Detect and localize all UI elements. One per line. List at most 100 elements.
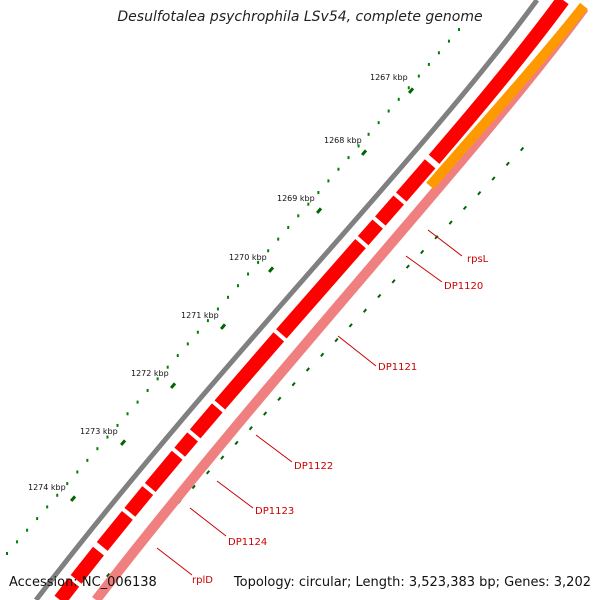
- ruler-tick-label: 1268 kbp: [324, 136, 362, 145]
- ruler-minor-tick: [317, 191, 320, 195]
- ruler-minor-tick: [126, 412, 129, 416]
- ruler-minor-tick: [397, 97, 400, 101]
- inner-tick: [377, 293, 382, 299]
- ruler-tick-label: 1271 kbp: [181, 311, 219, 320]
- ruler-major-tick: [316, 207, 323, 214]
- ruler-minor-tick: [287, 225, 290, 229]
- ruler-minor-tick: [267, 249, 270, 253]
- topology-info: Topology: circular; Length: 3,523,383 bp…: [233, 575, 591, 590]
- ruler-minor-tick: [367, 132, 370, 136]
- gene-label: DP1124: [228, 537, 267, 548]
- ruler-minor-tick: [116, 423, 119, 427]
- ruler-minor-tick: [86, 458, 89, 462]
- ruler-major-tick: [268, 266, 275, 273]
- gene-label: DP1123: [255, 506, 294, 517]
- gene-leader-line: [427, 229, 463, 257]
- ruler-minor-tick: [257, 260, 260, 264]
- inner-tick: [405, 264, 410, 269]
- gene-leader-line: [337, 335, 377, 367]
- inner-tick: [191, 484, 196, 490]
- ruler-tick-label: 1270 kbp: [229, 253, 267, 262]
- inner-tick: [305, 367, 310, 372]
- inner-tick: [277, 396, 282, 402]
- ruler-minor-tick: [237, 284, 240, 288]
- backbone-line: [34, 0, 540, 600]
- accession-label: Accession:: [9, 575, 78, 590]
- ruler-major-tick: [120, 439, 127, 446]
- gene-label: rplD: [192, 575, 213, 586]
- inner-tick: [320, 352, 325, 357]
- inner-tick: [291, 381, 296, 387]
- ruler-major-tick: [69, 495, 77, 502]
- ruler-tick-label: 1274 kbp: [28, 483, 66, 492]
- forward-strand-track: [54, 0, 569, 600]
- ruler-minor-tick: [196, 330, 199, 334]
- gene-label: rpsL: [467, 254, 489, 265]
- ruler-tick-label: 1269 kbp: [277, 194, 315, 203]
- ruler-minor-tick: [337, 167, 340, 171]
- inner-tick: [334, 337, 339, 343]
- ruler-major-tick: [361, 149, 368, 156]
- inner-tick: [448, 220, 453, 225]
- tick-labels: 1267 kbp 1268 kbp 1269 kbp 1270 kbp 1271 kbp…: [28, 73, 408, 492]
- inner-tick: [248, 426, 253, 431]
- ruler-minor-tick: [96, 447, 99, 451]
- ruler-minor-tick: [447, 39, 450, 43]
- ruler-minor-tick: [106, 435, 109, 439]
- ruler-minor-tick: [166, 365, 169, 369]
- ruler-minor-tick: [6, 552, 8, 555]
- ruler-minor-tick: [176, 354, 179, 358]
- gene-leader-line: [216, 480, 254, 509]
- inner-tick: [462, 205, 467, 211]
- ruler-minor-tick: [226, 295, 229, 299]
- accession-value: NC_006138: [81, 575, 157, 590]
- inner-tick: [348, 323, 353, 328]
- ruler-minor-tick: [36, 517, 39, 521]
- ruler-minor-tick: [458, 28, 460, 31]
- ruler-minor-tick: [277, 237, 280, 241]
- ruler-minor-tick: [146, 388, 149, 392]
- map-title: Desulfotalea psychrophila LSv54, complet…: [117, 9, 483, 25]
- gene-labels: rpsL DP1120 DP1121 DP1122 DP1123 DP1124 rplD: [156, 229, 489, 586]
- orange-feature-track: [426, 2, 588, 190]
- ruler-minor-tick: [377, 121, 380, 125]
- ruler-minor-tick: [216, 307, 219, 311]
- ruler-tick-label: 1273 kbp: [80, 427, 118, 436]
- gene-leader-line: [156, 547, 193, 576]
- ruler-minor-tick: [56, 493, 59, 497]
- ruler-minor-tick: [16, 540, 19, 544]
- gene-label: DP1122: [294, 461, 333, 472]
- inner-tick: [220, 455, 225, 460]
- ruler-minor-tick: [387, 109, 390, 113]
- ruler-minor-tick: [206, 319, 209, 323]
- ruler-minor-tick: [437, 51, 440, 55]
- ruler-minor-tick: [327, 179, 330, 183]
- ruler-tick-label: 1272 kbp: [131, 369, 169, 378]
- gene-leader-line: [189, 507, 227, 537]
- ruler-minor-tick: [347, 156, 350, 160]
- ruler-minor-tick: [427, 62, 430, 66]
- ruler-minor-tick: [136, 400, 139, 404]
- gene-leader-line: [255, 434, 293, 463]
- ruler-major-tick: [170, 382, 177, 389]
- ruler-minor-tick: [297, 214, 300, 218]
- ruler-minor-tick: [46, 505, 49, 509]
- ruler-major-tick: [220, 323, 227, 330]
- gene-label: DP1121: [378, 362, 417, 373]
- accession-info: Accession: NC_006138: [9, 575, 157, 590]
- inner-tick: [362, 308, 368, 313]
- genome-backbone: [34, 0, 589, 600]
- inner-tick: [477, 191, 482, 196]
- ruler-minor-tick: [66, 482, 69, 486]
- gene-label: DP1120: [444, 281, 483, 292]
- tick-marks: [6, 28, 525, 578]
- inner-tick: [263, 411, 268, 416]
- inner-tick: [520, 146, 525, 152]
- inner-tick: [420, 249, 425, 255]
- ruler-tick-label: 1267 kbp: [370, 73, 408, 82]
- ruler-minor-tick: [156, 377, 159, 381]
- inner-tick: [105, 572, 111, 578]
- ruler-minor-tick: [357, 144, 360, 148]
- orange-feature: [426, 2, 588, 190]
